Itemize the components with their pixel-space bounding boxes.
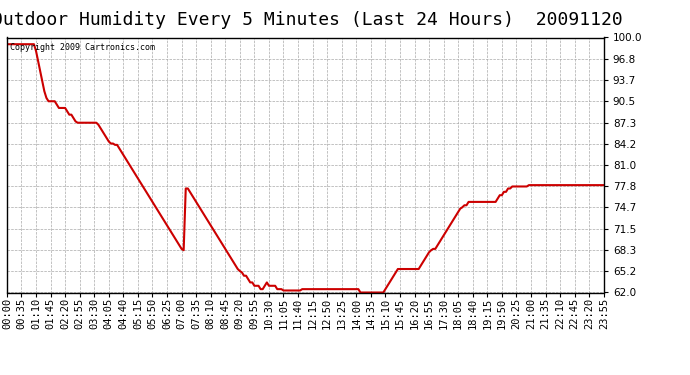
Text: Outdoor Humidity Every 5 Minutes (Last 24 Hours)  20091120: Outdoor Humidity Every 5 Minutes (Last 2… bbox=[0, 11, 622, 29]
Text: Copyright 2009 Cartronics.com: Copyright 2009 Cartronics.com bbox=[10, 43, 155, 52]
